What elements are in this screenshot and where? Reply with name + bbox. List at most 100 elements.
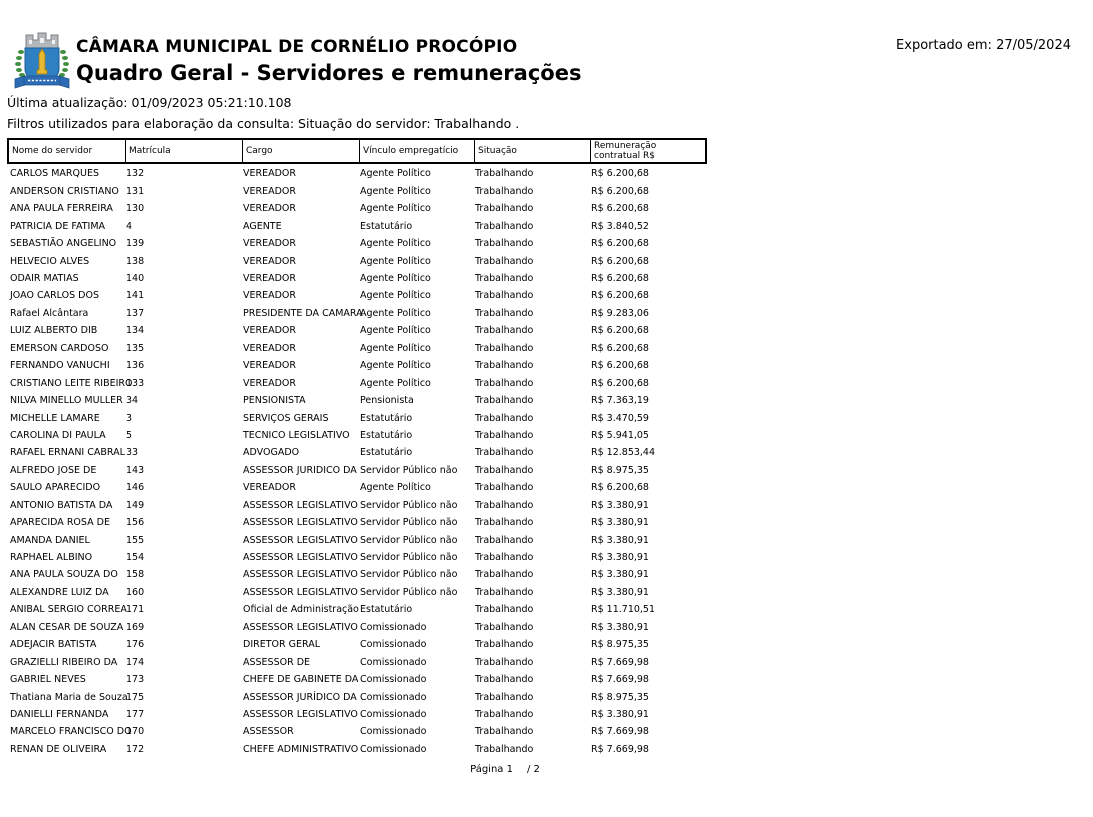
table-row: SEBASTIÃO ANGELINO 139 VEREADOR Agente Polí… [7,235,707,252]
table-cell: Trabalhando [475,726,534,738]
gold-tower-icon [36,48,48,75]
table-cell: Trabalhando [475,255,534,267]
table-cell: Oficial de Administração [243,604,359,616]
table-cell: CRISTIANO LEITE RIBEIRO [10,377,133,389]
table-row: APARECIDA ROSA DE 156 ASSESSOR LEGISLATIVO… [7,514,707,531]
table-cell: Trabalhando [475,708,534,720]
shield-icon [24,47,60,84]
table-cell: Trabalhando [475,743,534,755]
table-cell: 5 [126,429,133,441]
table-cell: R$ 8.975,35 [591,464,649,476]
table-cell: DIRETOR GERAL [243,639,320,651]
table-cell: 146 [126,482,145,494]
table-row: ANA PAULA SOUZA DO 158 ASSESSOR LEGISLATIV… [7,566,707,583]
table-cell: ADEJACIR BATISTA [10,639,97,651]
table-row: NILVA MINELLO MULLER 34 PENSIONISTA Pension… [7,392,707,409]
table-cell: 177 [126,708,145,720]
table-cell: R$ 7.363,19 [591,395,649,407]
table-cell: 143 [126,464,145,476]
table-cell: Trabalhando [475,569,534,581]
table-cell: Servidor Público não [360,464,458,476]
table-cell: ALAN CESAR DE SOUZA [10,621,124,633]
table-cell: Estatutário [360,412,413,424]
table-body: CARLOS MARQUES 132 VEREADOR Agente Político… [7,165,707,758]
table-cell: ODAIR MATIAS [10,273,79,284]
laurel-branches-icon [15,50,69,81]
table-cell: Servidor Público não [360,517,458,529]
table-cell: 140 [126,273,145,284]
org-name: CÂMARA MUNICIPAL DE CORNÉLIO PROCÓPIO [76,37,518,57]
table-cell: ASSESSOR LEGISLATIVO [243,621,358,633]
table-cell: PENSIONISTA [243,395,306,407]
table-cell: R$ 6.200,68 [591,185,649,197]
table-cell: 132 [126,168,145,180]
table-cell: SEBASTIÃO ANGELINO [10,238,117,250]
table-cell: 130 [126,203,145,215]
table-row: FERNANDO VANUCHI 136 VEREADOR Agente Políti… [7,357,707,374]
table-cell: R$ 3.380,91 [591,708,649,720]
table-cell: RAFAEL ERNANI CABRAL [10,447,125,459]
table-cell: TECNICO LEGISLATIVO [243,429,350,441]
table-cell: R$ 3.380,91 [591,569,649,581]
table-cell: Servidor Público não [360,569,458,581]
table-cell: Trabalhando [475,290,534,302]
table-row: Rafael Alcântara 137 PRESIDENTE DA CAMARA A… [7,305,707,322]
table-cell: MARCELO FRANCISCO DO [10,726,132,738]
table-cell: Estatutário [360,220,413,232]
table-cell: FERNANDO VANUCHI [10,360,110,372]
table-cell: PRESIDENTE DA CAMARA [243,307,363,319]
table-cell: 176 [126,639,145,651]
table-cell: R$ 6.200,68 [591,168,649,180]
table-cell: 155 [126,534,145,546]
table-cell: Servidor Público não [360,552,458,563]
table-cell: SERVIÇOS GERAIS [243,412,329,424]
table-cell: VEREADOR [243,203,296,215]
table-cell: 4 [126,220,133,232]
table-row: SAULO APARECIDO 146 VEREADOR Agente Polític… [7,479,707,496]
table-cell: R$ 12.853,44 [591,447,656,459]
table-cell: Servidor Público não [360,586,458,598]
table-header-row: Nome do servidor Matrícula Cargo Vínculo em… [7,138,707,165]
table-cell: ANA PAULA FERREIRA [10,203,113,215]
table-cell: R$ 3.470,59 [591,412,649,424]
table-cell: Agente Político [360,307,431,319]
table-cell: R$ 6.200,68 [591,377,649,389]
table-cell: DANIELLI FERNANDA [10,708,109,720]
table-cell: Comissionado [360,656,427,668]
page-number: Página 1 [470,764,513,775]
table-cell: Trabalhando [475,220,534,232]
table-cell: ALFREDO JOSE DE [10,464,97,476]
table-cell: R$ 7.669,98 [591,726,649,738]
table-cell: ASSESSOR LEGISLATIVO [243,517,358,529]
table-cell: R$ 7.669,98 [591,743,649,755]
mural-crown-icon [25,32,59,50]
table-cell: ANTONIO BATISTA DA [10,499,113,511]
table-cell: 134 [126,325,145,337]
table-row: MICHELLE LAMARE 3 SERVIÇOS GERAIS Estatutár… [7,409,707,426]
table-cell: 138 [126,255,145,267]
table-cell: Agente Político [360,325,431,337]
servants-table: Nome do servidor Matrícula Cargo Vínculo em… [7,138,707,758]
table-cell: R$ 3.380,91 [591,534,649,546]
table-cell: ASSESSOR [243,726,294,738]
table-cell: 133 [126,377,145,389]
table-cell: 136 [126,360,145,372]
table-cell: 141 [126,290,145,302]
table-cell: NILVA MINELLO MULLER [10,395,123,407]
table-row: PATRICIA DE FATIMA 4 AGENTE Estatutário Trab… [7,217,707,234]
table-cell: 33 [126,447,139,459]
table-cell: Agente Político [360,185,431,197]
table-cell: R$ 5.941,05 [591,429,649,441]
table-cell: ASSESSOR LEGISLATIVO [243,552,358,563]
table-row: ALAN CESAR DE SOUZA 169 ASSESSOR LEGISLATI… [7,619,707,636]
column-header: Remuneração contratual R$ [590,140,705,163]
table-cell: Trabalhando [475,238,534,250]
table-cell: VEREADOR [243,238,296,250]
table-cell: CAROLINA DI PAULA [10,429,106,441]
table-row: CRISTIANO LEITE RIBEIRO 133 VEREADOR Agente… [7,374,707,391]
table-cell: Agente Político [360,360,431,372]
page-total: / 2 [526,764,540,775]
table-cell: 174 [126,656,145,668]
last-update-line: Última atualização: 01/09/2023 05:21:10.… [7,95,292,110]
table-cell: R$ 11.710,51 [591,604,656,616]
